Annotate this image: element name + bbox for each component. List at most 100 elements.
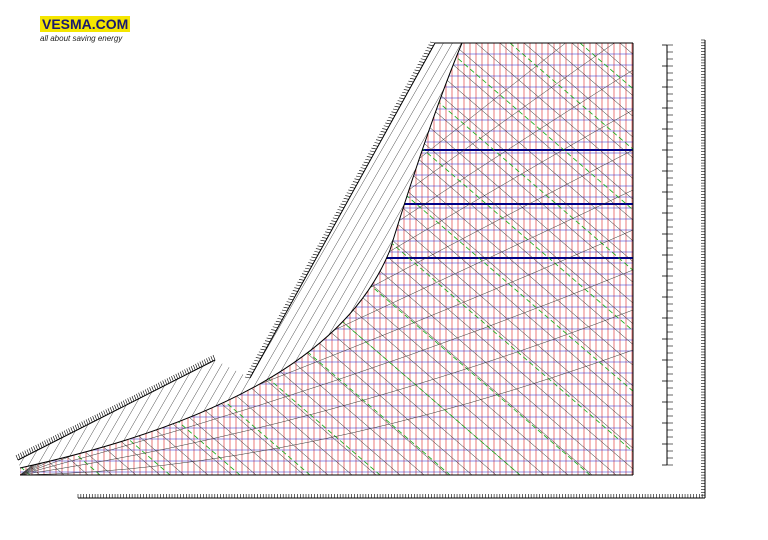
band-line [55, 43, 317, 468]
grid-green [20, 43, 311, 475]
grid-curve [20, 309, 633, 475]
frame-line [173, 374, 176, 381]
band-line [18, 43, 209, 468]
frame-line [396, 103, 402, 105]
frame-line [63, 430, 67, 436]
grid-diagonal [20, 43, 65, 475]
band-line [470, 30, 730, 480]
frame-line [311, 256, 317, 259]
frame-line [268, 334, 274, 337]
frame-line [208, 357, 211, 363]
frame-line [116, 403, 119, 410]
frame-line [323, 234, 329, 236]
band-line [18, 43, 38, 468]
band-line [118, 43, 380, 468]
frame-line [179, 371, 183, 377]
frame-line [314, 251, 320, 253]
frame-line [171, 375, 174, 382]
band-line [686, 30, 768, 480]
frame-line [412, 72, 419, 75]
band-line [415, 43, 462, 468]
frame-line [33, 445, 36, 452]
frame-line [255, 357, 261, 359]
band-line [18, 43, 182, 468]
frame-line [369, 150, 375, 153]
band-line [100, 43, 362, 468]
band-line [28, 43, 290, 468]
frame-line [190, 365, 194, 372]
frame-line [289, 295, 295, 298]
frame-line [312, 253, 318, 256]
frame-line [283, 306, 289, 309]
frame-line [399, 97, 405, 100]
band-line [18, 43, 119, 468]
frame-line [101, 411, 104, 417]
frame-line [162, 380, 165, 386]
frame-line [375, 139, 382, 142]
frame-line [186, 368, 190, 374]
grid-curve [20, 269, 633, 475]
band-line [18, 43, 83, 468]
band-line [0, 30, 10, 480]
grid-diagonal [20, 43, 257, 475]
frame-line [274, 323, 280, 326]
frame-line [72, 425, 76, 432]
band-line [217, 43, 462, 468]
band-line [524, 30, 768, 480]
logo: VESMA.COM all about saving energy [40, 16, 131, 43]
grid-diagonal [20, 43, 161, 475]
band-line [632, 30, 768, 480]
grid-diagonal [235, 43, 633, 475]
frame-line [206, 358, 209, 364]
frame-line [315, 248, 321, 250]
frame-line [120, 401, 124, 407]
frame-line [360, 167, 366, 169]
chart-frame [15, 39, 706, 499]
band-line [18, 43, 263, 468]
grid-diagonal [403, 43, 633, 475]
band-line [533, 30, 768, 480]
band-line [722, 30, 768, 480]
frame-line [57, 433, 60, 440]
frame-line [153, 384, 157, 391]
band-line [64, 43, 326, 468]
frame-line [118, 402, 122, 408]
frame-line [301, 273, 308, 276]
frame-line [382, 128, 388, 130]
band-line [18, 43, 137, 468]
frame-line [264, 340, 271, 343]
frame-line [363, 161, 369, 164]
grid-diagonal [451, 43, 633, 475]
frame-line [263, 343, 269, 345]
frame-line [338, 206, 345, 209]
band-line [433, 43, 462, 468]
frame-line [201, 360, 205, 366]
frame-line [144, 389, 148, 395]
frame-line [244, 376, 251, 379]
frame-line [105, 409, 109, 415]
frame-line [68, 428, 71, 434]
band-line [18, 43, 20, 468]
grid-diagonal [20, 43, 209, 475]
frame-line [35, 444, 38, 451]
frame-line [352, 181, 358, 183]
frame-line [122, 400, 126, 406]
frame-line [107, 408, 111, 414]
frame-line [298, 278, 305, 281]
band-line [19, 43, 281, 468]
frame-line [212, 354, 216, 361]
frame-line [351, 184, 357, 186]
band-line [18, 43, 47, 468]
frame-line [182, 370, 185, 376]
frame-line [252, 362, 258, 365]
band-line [18, 43, 191, 468]
frame-line [22, 451, 25, 457]
grid-diagonal [668, 43, 768, 475]
frame-line [285, 304, 291, 306]
frame-line [294, 287, 300, 289]
frame-line [103, 410, 106, 416]
frame-line [85, 419, 89, 425]
band-line [145, 43, 407, 468]
grid-curve [20, 149, 633, 475]
